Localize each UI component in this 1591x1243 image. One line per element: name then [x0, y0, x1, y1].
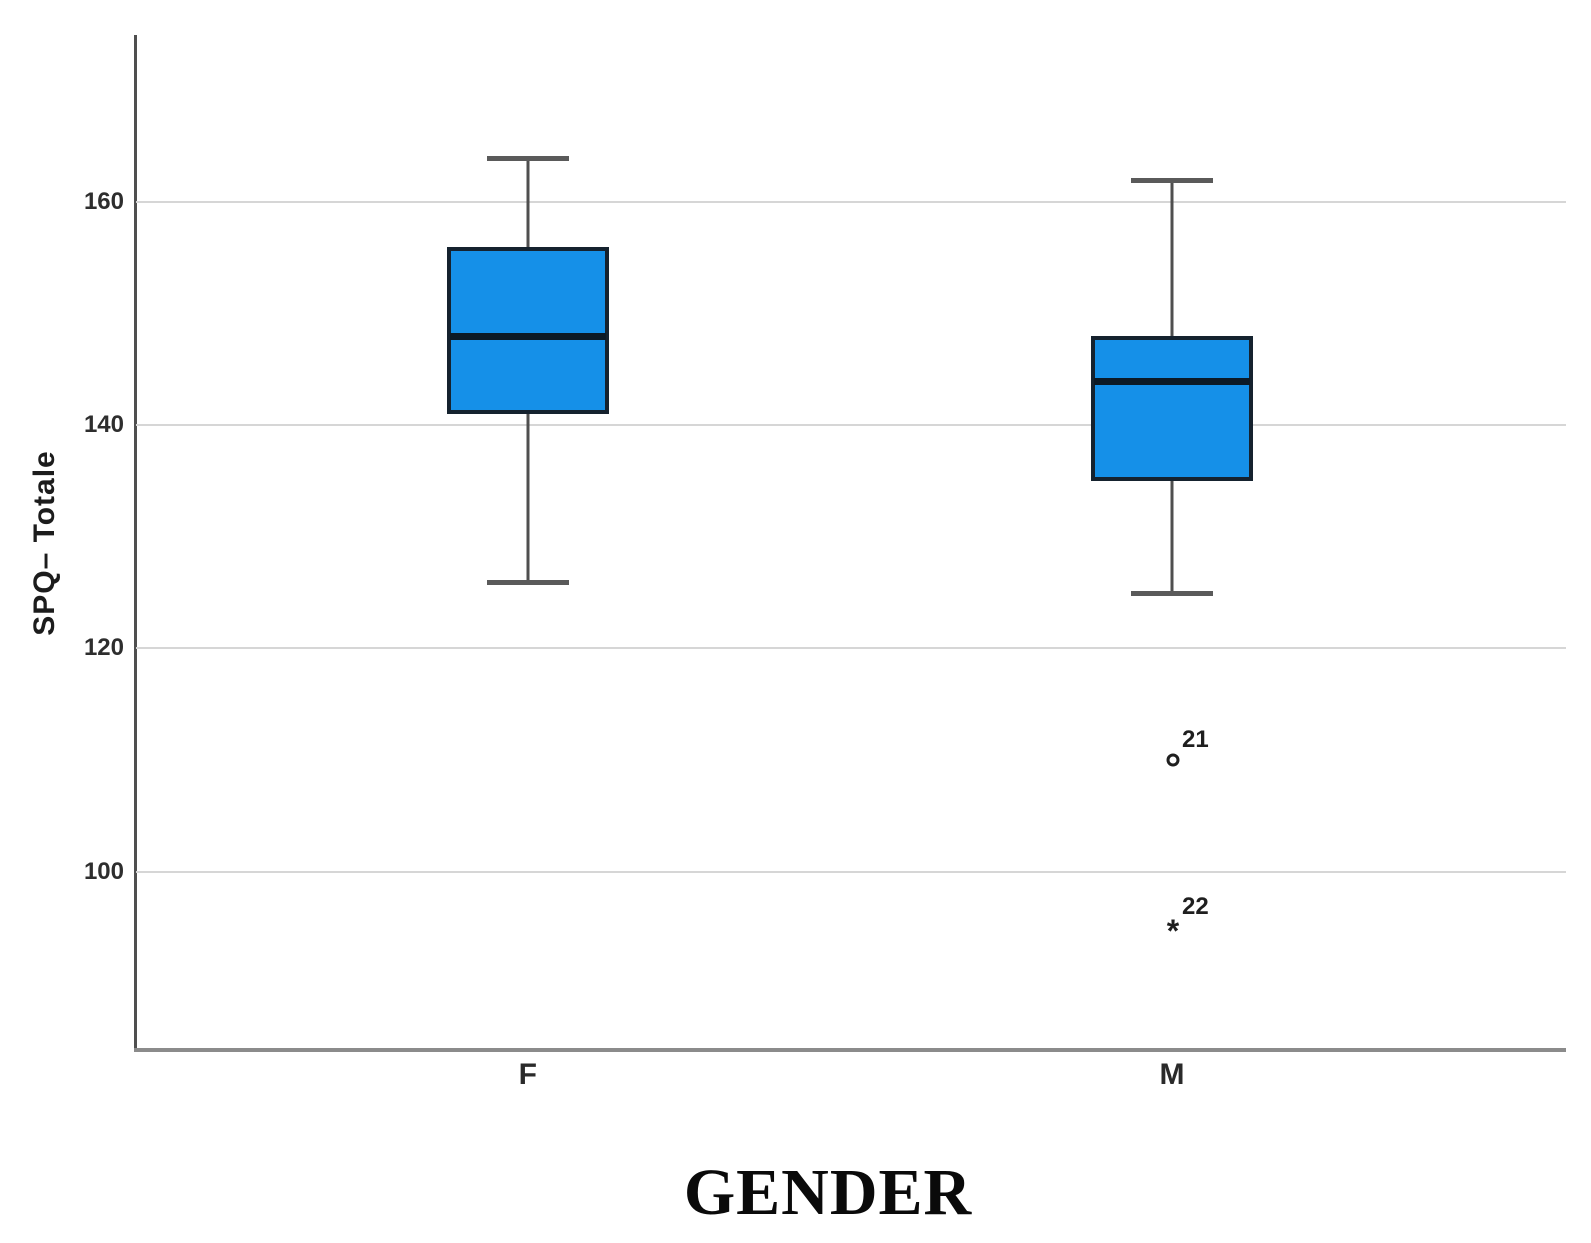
gridline-160	[136, 201, 1566, 204]
boxplot-m-box	[1091, 336, 1254, 482]
outlier-circle-marker	[1166, 753, 1180, 767]
x-category-label-f: F	[518, 1058, 537, 1091]
outlier-case-label-21: 21	[1182, 726, 1209, 753]
boxplot-f-lower-whisker-stem	[526, 414, 530, 582]
gridline-100	[136, 870, 1566, 873]
plot-area	[136, 35, 1566, 1050]
boxplot-m-median-line	[1094, 377, 1251, 385]
y-tick-label-160: 160	[83, 188, 124, 216]
boxplot-f-upper-whisker-cap	[486, 155, 569, 161]
gridline-120	[136, 647, 1566, 650]
y-tick-label-100: 100	[83, 857, 124, 885]
boxplot-m-lower-whisker-cap	[1131, 590, 1214, 596]
y-tick-label-120: 120	[83, 634, 124, 662]
boxplot-f-lower-whisker-cap	[486, 579, 569, 585]
boxplot-m-upper-whisker-stem	[1170, 180, 1174, 337]
x-category-label-m: M	[1159, 1058, 1185, 1091]
boxplot-f-box	[446, 246, 609, 415]
y-axis-title: SPQ– Totale	[28, 450, 61, 636]
gridline-140	[136, 424, 1566, 427]
outlier-asterisk-marker: *	[1166, 913, 1180, 950]
outlier-case-label-22: 22	[1182, 893, 1209, 921]
y-tick-label-140: 140	[83, 411, 124, 439]
y-axis-line	[134, 35, 137, 1052]
boxplot-m-lower-whisker-stem	[1170, 481, 1174, 593]
x-axis-line	[134, 1048, 1566, 1052]
boxplot-m-upper-whisker-cap	[1131, 178, 1214, 183]
boxplot-f-upper-whisker-stem	[526, 157, 530, 247]
boxplot-f-median-line	[449, 333, 606, 341]
x-axis-title: GENDER	[683, 1156, 973, 1229]
